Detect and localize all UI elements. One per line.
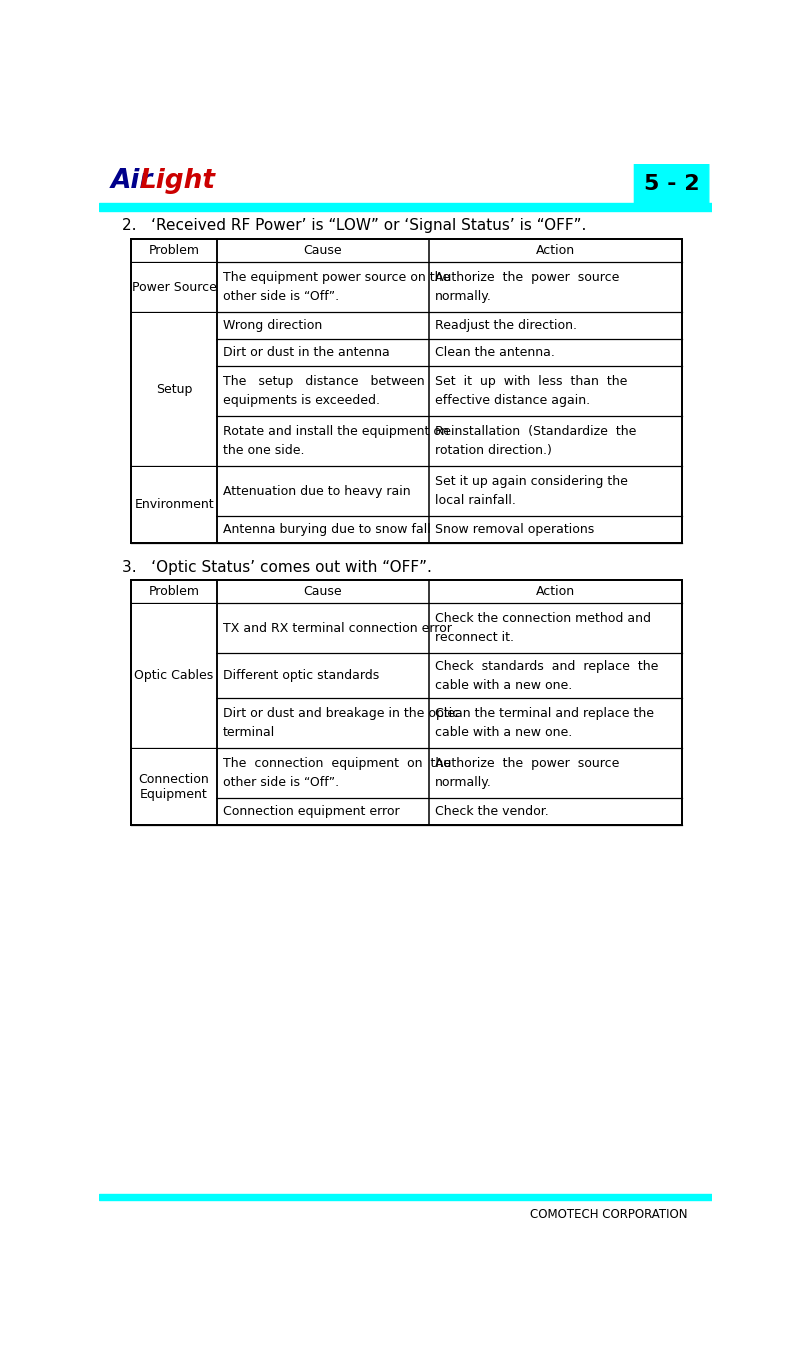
Bar [132,467,216,543]
Text: Clean the antenna.: Clean the antenna. [435,347,554,359]
Text: Air: Air [111,169,153,195]
Text: The equipment power source on the
other side is “Off”.: The equipment power source on the other … [223,271,450,303]
Text: Problem: Problem [149,244,199,258]
Text: Problem: Problem [149,585,199,599]
Text: Set  it  up  with  less  than  the
effective distance again.: Set it up with less than the effective d… [435,375,627,407]
Bar [131,581,682,825]
Text: Dirt or dust in the antenna: Dirt or dust in the antenna [223,347,390,359]
Text: Readjust the direction.: Readjust the direction. [435,319,577,332]
Text: Rotate and install the equipment on
the one side.: Rotate and install the equipment on the … [223,425,448,458]
Text: Setup: Setup [156,382,192,396]
Text: Check  standards  and  replace  the
cable with a new one.: Check standards and replace the cable wi… [435,660,658,692]
Text: Environment: Environment [134,499,214,511]
Text: 3.   ‘Optic Status’ comes out with “OFF”.: 3. ‘Optic Status’ comes out with “OFF”. [122,560,432,575]
Text: Dirt or dust and breakage in the optic
terminal: Dirt or dust and breakage in the optic t… [223,707,459,738]
Text: Cause: Cause [303,244,342,258]
Text: Connection equipment error: Connection equipment error [223,806,399,818]
Text: Attenuation due to heavy rain: Attenuation due to heavy rain [223,485,411,497]
Text: Authorize  the  power  source
normally.: Authorize the power source normally. [435,758,619,789]
Text: Wrong direction: Wrong direction [223,319,322,332]
Text: Action: Action [536,585,575,599]
Text: Check the connection method and
reconnect it.: Check the connection method and reconnec… [435,612,651,644]
Text: TX and RX terminal connection error: TX and RX terminal connection error [223,622,452,634]
Text: COMOTECH CORPORATION: COMOTECH CORPORATION [531,1208,688,1221]
Text: Optic Cables: Optic Cables [134,669,214,682]
Text: Set it up again considering the
local rainfall.: Set it up again considering the local ra… [435,475,627,507]
Bar [132,604,216,747]
Text: Antenna burying due to snow fall: Antenna burying due to snow fall [223,523,430,536]
Text: Cause: Cause [303,585,342,599]
Bar [99,203,712,211]
Text: Clean the terminal and replace the
cable with a new one.: Clean the terminal and replace the cable… [435,707,653,738]
Bar [132,263,216,311]
Text: Connection
Equipment: Connection Equipment [138,773,210,800]
Bar [131,240,682,544]
Text: Authorize  the  power  source
normally.: Authorize the power source normally. [435,271,619,303]
Text: Light: Light [139,169,215,195]
Text: Snow removal operations: Snow removal operations [435,523,594,536]
Text: The   setup   distance   between
equipments is exceeded.: The setup distance between equipments is… [223,375,425,407]
FancyBboxPatch shape [634,162,709,207]
Text: The  connection  equipment  on  the
other side is “Off”.: The connection equipment on the other si… [223,758,451,789]
Text: Reinstallation  (Standardize  the
rotation direction.): Reinstallation (Standardize the rotation… [435,425,636,458]
Bar [132,749,216,825]
Text: Action: Action [536,244,575,258]
Bar [99,1193,712,1200]
Text: 2.   ‘Received RF Power’ is “LOW” or ‘Signal Status’ is “OFF”.: 2. ‘Received RF Power’ is “LOW” or ‘Sign… [122,218,586,233]
Text: Different optic standards: Different optic standards [223,669,379,682]
Text: 5 - 2: 5 - 2 [644,174,699,193]
Bar [132,312,216,466]
Bar [99,164,712,211]
Text: Check the vendor.: Check the vendor. [435,806,548,818]
Text: Power Source: Power Source [131,281,217,293]
